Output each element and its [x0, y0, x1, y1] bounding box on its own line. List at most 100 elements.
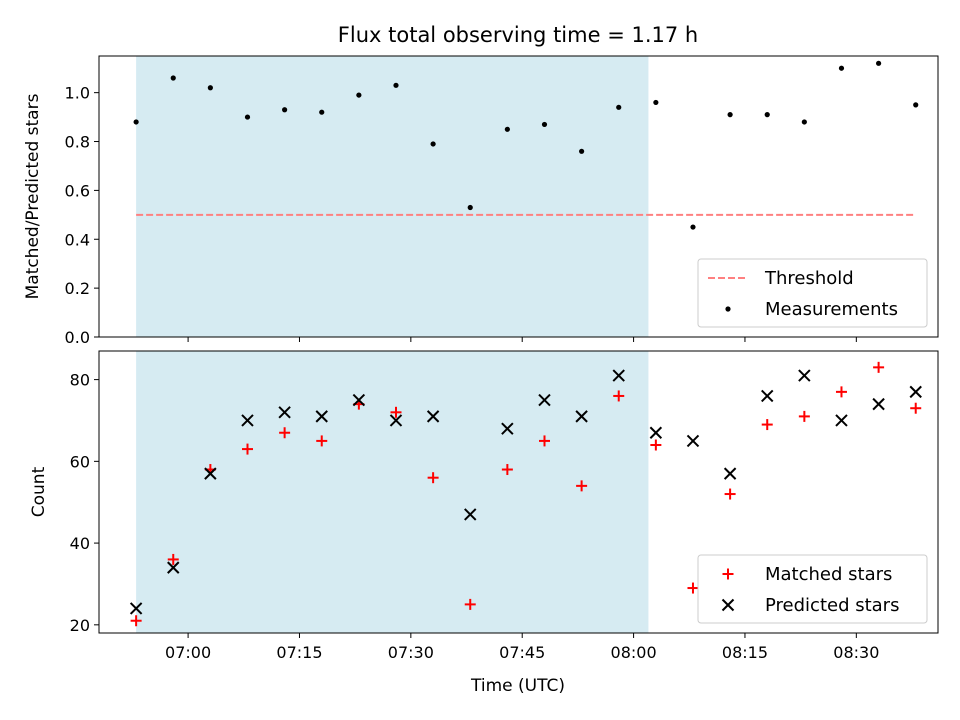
x-tick-label: 07:45	[499, 643, 545, 662]
y-tick-label: 0.8	[65, 133, 90, 152]
count-legend: Matched stars Predicted stars	[697, 554, 928, 624]
matched-star-marker	[538, 435, 550, 447]
matched-star-marker	[687, 582, 699, 594]
x-axis-label: Time (UTC)	[470, 676, 565, 696]
matched-star-marker	[835, 386, 847, 398]
measurement-point	[579, 148, 585, 154]
legend-entry-measurements: Measurements	[725, 299, 898, 320]
predicted-star-marker	[315, 410, 328, 423]
count-shaded-interval	[136, 351, 649, 633]
matched-stars-legend-swatch	[722, 568, 734, 580]
y-tick-label: 80	[70, 371, 90, 390]
matched-star-marker	[501, 464, 513, 476]
y-tick-label: 1.0	[65, 84, 90, 103]
measurement-point	[541, 121, 548, 128]
measurement-points	[133, 60, 919, 230]
ratio-panel: 0.0 0.2 0.4 0.6 0.8 1.0 Matched/Predicted sta…	[23, 55, 939, 347]
measurement-point	[170, 75, 176, 81]
y-tick-label: 60	[70, 452, 90, 471]
predicted-star-marker	[909, 385, 922, 399]
x-tick-label: 07:15	[276, 643, 322, 662]
legend-entry-threshold: Threshold	[708, 268, 854, 289]
measurement-point	[207, 85, 213, 91]
chart-title: Flux total observing time = 1.17 h	[338, 23, 698, 47]
matched-star-marker	[613, 390, 625, 402]
ratio-shaded-interval	[136, 56, 649, 337]
y-tick-label: 0.2	[65, 279, 90, 298]
predicted-star-marker	[723, 467, 737, 480]
measurement-point	[801, 119, 807, 125]
measurement-point	[356, 92, 362, 98]
x-tick-label: 08:15	[722, 643, 768, 662]
predicted-star-marker	[761, 389, 774, 403]
measurement-point	[133, 119, 139, 125]
predicted-star-marker	[129, 602, 143, 615]
measurements-legend-label: Measurements	[765, 299, 898, 320]
ratio-y-axis: 0.0 0.2 0.4 0.6 0.8 1.0	[65, 84, 99, 347]
matched-stars-legend-label: Matched stars	[765, 564, 892, 585]
count-y-axis: 20 40 60 80	[70, 371, 99, 635]
measurement-point	[430, 141, 436, 147]
y-tick-label: 0.0	[65, 328, 90, 347]
y-tick-label: 0.4	[65, 230, 90, 249]
matched-star-marker	[390, 406, 402, 418]
count-axes-frame	[98, 350, 939, 634]
ratio-axes-frame	[98, 55, 939, 338]
count-x-axis: 07:00 07:15 07:30 07:45 08:00 08:15 08:30	[165, 633, 879, 662]
measurement-point	[282, 107, 288, 113]
ratio-legend: Threshold Measurements	[697, 258, 928, 328]
predicted-star-marker	[686, 434, 700, 448]
measurement-point	[690, 224, 696, 230]
predicted-star-marker	[872, 397, 885, 411]
ratio-x-ticks	[187, 337, 857, 342]
legend-entry-predicted-stars: Predicted stars	[721, 595, 899, 616]
predicted-star-marker	[204, 467, 217, 480]
matched-star-marker	[650, 439, 662, 451]
matched-star-marker	[241, 443, 253, 455]
predicted-star-marker	[352, 393, 366, 407]
measurement-point	[244, 114, 251, 120]
predicted-star-marker	[278, 406, 291, 419]
count-legend-box	[697, 554, 928, 624]
predicted-star-markers	[129, 369, 922, 615]
predicted-legend-marker	[721, 598, 735, 612]
measurements-legend-swatch	[725, 306, 731, 312]
matched-star-marker	[279, 427, 291, 439]
matched-star-marker	[910, 402, 922, 414]
count-plot-area	[129, 351, 922, 633]
predicted-star-marker	[426, 410, 440, 423]
matched-star-marker	[873, 361, 885, 373]
predicted-star-marker	[389, 414, 403, 427]
measurement-point	[913, 102, 919, 108]
predicted-star-marker	[575, 410, 588, 423]
ratio-y-axis-label: Matched/Predicted stars	[23, 93, 43, 299]
measurement-point	[393, 82, 399, 88]
matched-star-marker	[576, 480, 588, 492]
predicted-star-marker	[501, 422, 514, 435]
matched-star-marker	[761, 419, 773, 431]
matched-star-marker	[724, 488, 736, 500]
x-tick-label: 07:30	[388, 643, 434, 662]
predicted-star-marker	[167, 561, 180, 574]
predicted-star-marker	[649, 426, 663, 439]
matched-star-marker	[316, 435, 328, 447]
ratio-legend-box	[697, 258, 928, 328]
measurement-point	[467, 204, 473, 211]
y-tick-label: 20	[70, 616, 90, 635]
threshold-legend-label: Threshold	[764, 268, 854, 289]
measurement-point	[653, 99, 659, 106]
measurement-point	[838, 65, 845, 71]
predicted-star-marker	[798, 369, 811, 382]
x-tick-label: 07:00	[165, 643, 211, 662]
predicted-star-marker	[241, 414, 254, 427]
predicted-star-marker	[538, 393, 551, 407]
y-tick-label: 0.6	[65, 181, 90, 200]
predicted-stars-legend-label: Predicted stars	[765, 595, 899, 616]
x-tick-label: 08:00	[611, 643, 657, 662]
ratio-plot-area	[133, 56, 919, 337]
predicted-stars-legend-swatch	[721, 598, 735, 612]
measurement-point	[616, 104, 622, 110]
x-tick-label: 08:30	[833, 643, 879, 662]
